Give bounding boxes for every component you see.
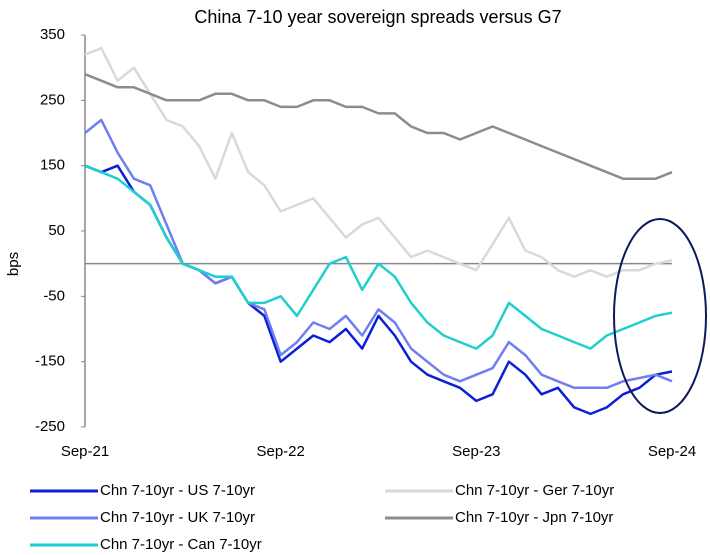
y-axis-label: bps (5, 252, 22, 276)
highlight-ellipse (613, 218, 707, 414)
y-tick-label: 350 (40, 26, 65, 43)
x-tick-label: Sep-23 (452, 443, 500, 460)
y-tick-label: 50 (48, 222, 65, 239)
series-line (84, 164, 673, 416)
x-tick-label: Sep-24 (648, 443, 696, 460)
y-tick-label: -150 (35, 353, 65, 370)
legend-label: Chn 7-10yr - Ger 7-10yr (455, 482, 614, 499)
series-line (84, 73, 673, 180)
x-tick-label: Sep-21 (61, 443, 109, 460)
series-line (84, 46, 673, 278)
series-line (84, 118, 673, 390)
chart-title: China 7-10 year sovereign spreads versus… (194, 7, 561, 27)
y-tick-label: -250 (35, 418, 65, 435)
y-tick-label: 150 (40, 157, 65, 174)
series-line (84, 164, 673, 350)
y-tick-label: -50 (43, 287, 65, 304)
legend-label: Chn 7-10yr - UK 7-10yr (100, 509, 255, 526)
x-tick-label: Sep-22 (256, 443, 304, 460)
legend-label: Chn 7-10yr - US 7-10yr (100, 482, 255, 499)
y-tick-label: 250 (40, 91, 65, 108)
legend-label: Chn 7-10yr - Can 7-10yr (100, 536, 262, 553)
legend-label: Chn 7-10yr - Jpn 7-10yr (455, 509, 613, 526)
